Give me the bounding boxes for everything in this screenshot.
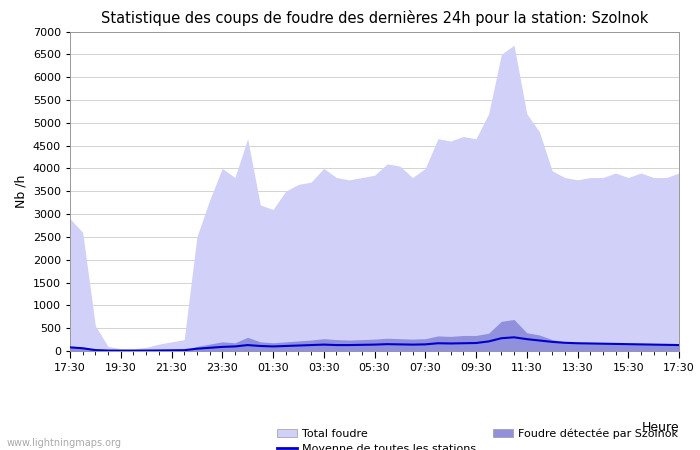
Y-axis label: Nb /h: Nb /h xyxy=(14,175,27,208)
Text: www.lightningmaps.org: www.lightningmaps.org xyxy=(7,438,122,448)
Title: Statistique des coups de foudre des dernières 24h pour la station: Szolnok: Statistique des coups de foudre des dern… xyxy=(101,10,648,26)
Text: Heure: Heure xyxy=(641,421,679,434)
Legend: Total foudre, Moyenne de toutes les stations, Foudre détectée par Szolnok: Total foudre, Moyenne de toutes les stat… xyxy=(276,428,678,450)
